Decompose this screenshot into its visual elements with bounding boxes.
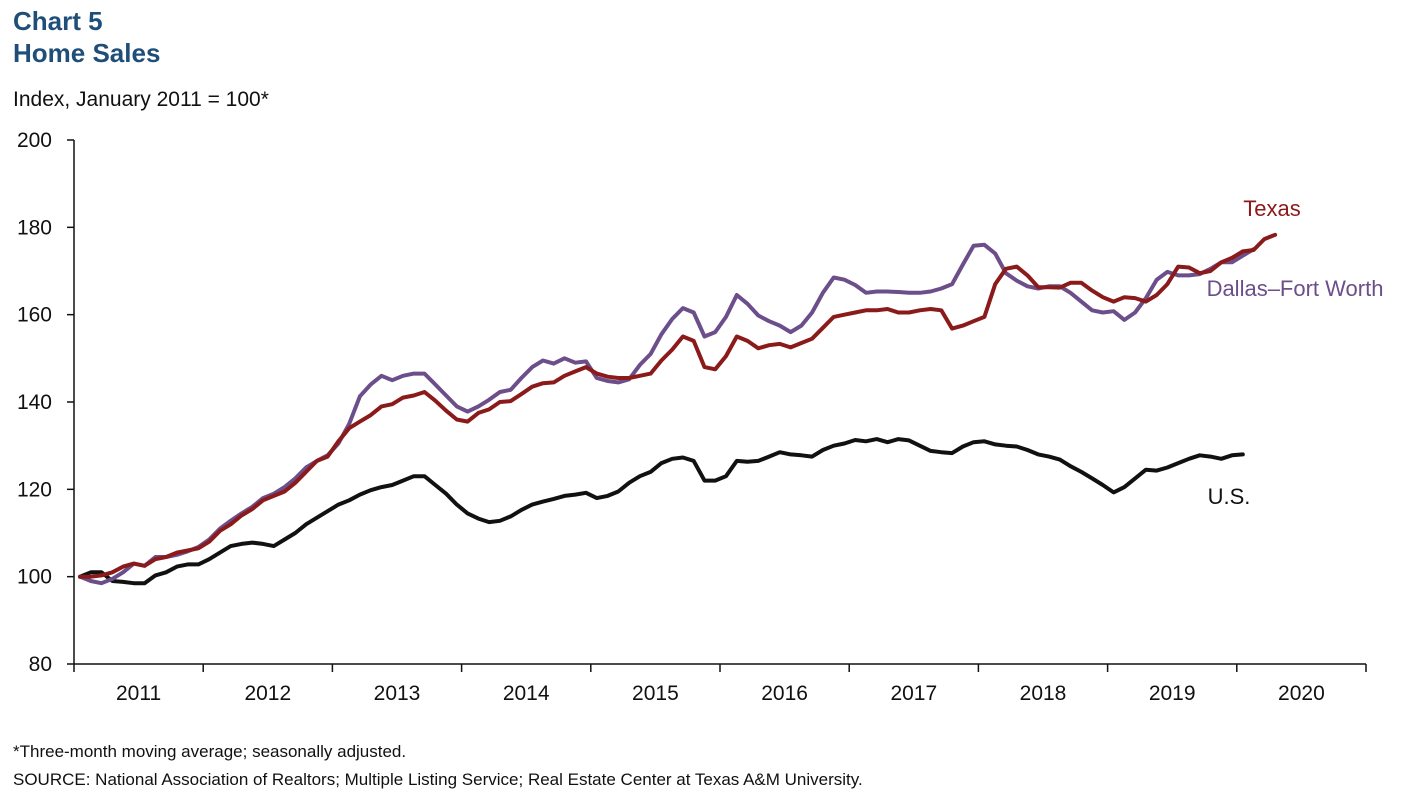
footnote: *Three-month moving average; seasonally … [13,742,407,761]
x-tick-label: 2016 [761,682,808,705]
y-axis-units-label: Index, January 2011 = 100* [13,88,269,111]
series-labels: Texas Dallas–Fort Worth U.S. [1207,196,1384,509]
series-line-dallas-fort-worth [78,242,1256,586]
series-line-u-s [78,437,1245,586]
x-tick-label: 2014 [503,682,550,705]
series-lines [78,232,1278,586]
y-tick-label: 100 [17,566,52,589]
x-tick-label: 2012 [244,682,291,705]
x-tick-label: 2018 [1020,682,1067,705]
x-tick-label: 2020 [1278,682,1325,705]
y-tick-label: 80 [29,653,52,676]
y-tick-label: 180 [17,216,52,239]
y-tick-label: 160 [17,304,52,327]
y-tick-label: 140 [17,391,52,414]
x-tick-label: 2015 [632,682,679,705]
series-label-dallas-fort-worth: Dallas–Fort Worth [1207,276,1384,301]
y-tick-label: 120 [17,478,52,501]
series-line-texas [78,232,1278,579]
series-label-u-s: U.S. [1208,484,1251,509]
x-tick-label: 2013 [374,682,421,705]
series-label-texas: Texas [1243,196,1300,221]
source-note: SOURCE: National Association of Realtors… [13,770,863,789]
y-tick-label: 200 [17,129,52,152]
x-tick-label: 2019 [1149,682,1196,705]
x-tick-label: 2011 [116,682,161,705]
chart-number: Chart 5 [13,6,103,36]
axes: 80 100 120 140 160 180 200 2011 2012 2013 2014 2015… [17,129,1367,705]
chart-title: Home Sales [13,38,161,68]
x-tick-label: 2017 [890,682,937,705]
